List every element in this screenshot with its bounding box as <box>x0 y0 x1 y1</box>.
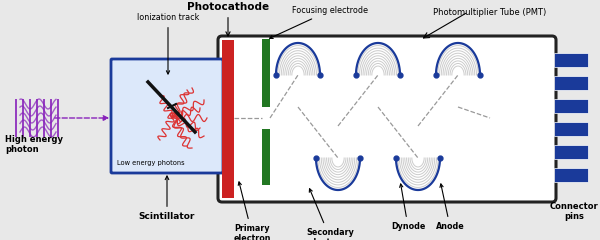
Text: Scintillator: Scintillator <box>139 176 195 221</box>
Bar <box>554 168 588 182</box>
Bar <box>554 76 588 90</box>
Text: Primary
electron: Primary electron <box>233 182 271 240</box>
Text: Low energy photons: Low energy photons <box>117 160 185 166</box>
Bar <box>262 129 270 185</box>
Text: Connector
pins: Connector pins <box>550 202 598 221</box>
Text: Ionization track: Ionization track <box>137 13 199 74</box>
Text: Photocathode: Photocathode <box>187 2 269 36</box>
Text: Focusing electrode: Focusing electrode <box>269 6 368 38</box>
Text: Secondary
electrons: Secondary electrons <box>306 189 354 240</box>
Bar <box>262 39 270 107</box>
Text: Photomultiplier Tube (PMT): Photomultiplier Tube (PMT) <box>433 8 547 17</box>
Bar <box>222 40 234 198</box>
FancyBboxPatch shape <box>218 36 556 202</box>
Bar <box>554 53 588 67</box>
FancyBboxPatch shape <box>111 59 223 173</box>
Text: Dynode: Dynode <box>391 184 425 231</box>
Text: High energy
photon: High energy photon <box>5 135 63 154</box>
Bar <box>554 122 588 136</box>
Bar <box>554 145 588 159</box>
Bar <box>554 99 588 113</box>
Text: Anode: Anode <box>436 184 464 231</box>
